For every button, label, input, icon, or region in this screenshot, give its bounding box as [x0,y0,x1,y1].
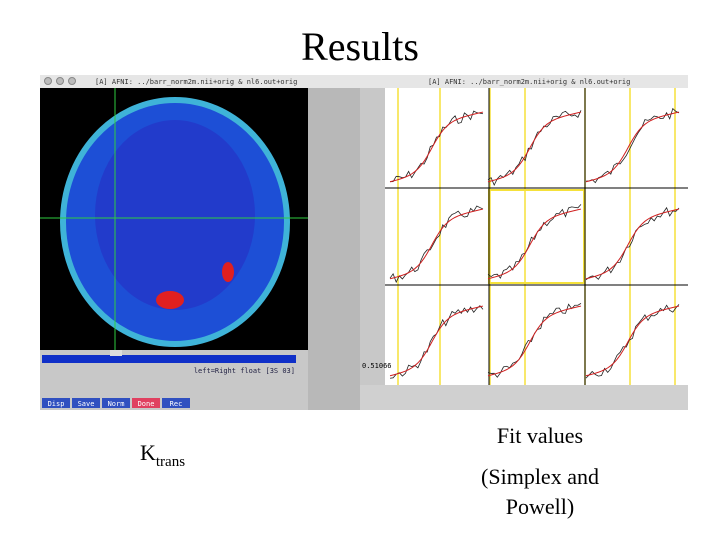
right-caption: Powell) [506,494,574,519]
window-title: [A] AFNI: ../barr_norm2m.nii+orig & nl6.… [428,78,630,86]
graph-grid [385,88,688,385]
signal-curve [487,204,582,279]
caption-main: K [140,440,156,465]
title-bar [360,75,688,88]
signal-curve [389,205,484,284]
left-caption: Ktrans [140,440,185,470]
button-row: Disp Save Norm Done Rec [42,398,190,408]
highlight [156,291,184,309]
fit-curve [487,208,582,280]
fit-curve [389,305,484,377]
slide-title: Results [301,24,419,69]
left-window: [A] AFNI: ../barr_norm2m.nii+orig & nl6.… [40,75,360,410]
button[interactable] [162,398,190,408]
info-panel [360,385,688,410]
signal-curve [585,304,680,379]
window-title: [A] AFNI: ../barr_norm2m.nii+orig & nl6.… [95,78,297,86]
fit-curve [487,111,582,183]
slider-thumb[interactable] [110,350,122,356]
fit-curve [585,208,680,280]
window-button[interactable] [56,77,64,85]
signal-curve [585,107,680,184]
fit-curve [585,111,680,183]
window-button[interactable] [44,77,52,85]
button-label: Norm [108,400,125,408]
side-panel [308,88,360,410]
caption-subscript: trans [156,454,185,470]
title-bar [40,75,360,88]
scale-label: 0.51066 [362,362,392,370]
fit-curve [389,208,484,280]
slider[interactable] [42,355,296,363]
button[interactable] [102,398,130,408]
button-label: Save [78,400,95,408]
button[interactable] [72,398,100,408]
fit-curve [585,305,680,377]
graph-area [385,88,688,385]
window-button[interactable] [68,77,76,85]
button[interactable] [42,398,70,408]
status-text: left=Right float [3S 03] [194,367,295,375]
fit-curve [487,305,582,377]
button-label: Rec [170,400,183,408]
button[interactable] [132,398,160,408]
fit-curve [389,111,484,183]
brain-interior [95,120,255,310]
right-window: [A] AFNI: ../barr_norm2m.nii+orig & nl6.… [360,75,688,410]
button-label: Done [138,400,155,408]
highlight [222,262,234,282]
button-label: Disp [48,400,65,408]
right-caption: (Simplex and [481,464,599,489]
right-caption: Fit values [497,423,583,448]
